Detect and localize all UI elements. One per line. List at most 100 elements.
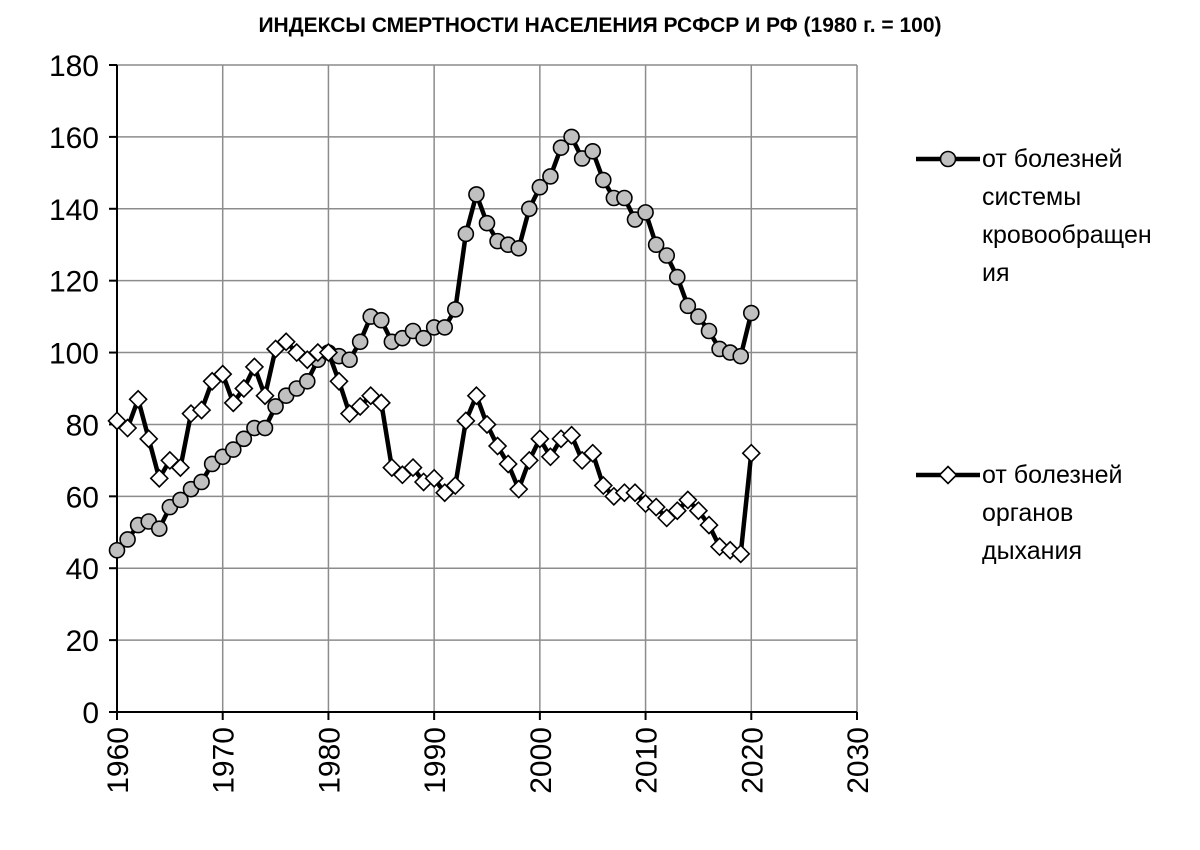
data-point	[119, 531, 136, 548]
data-point	[616, 189, 633, 207]
y-tick-label: 60	[66, 481, 99, 514]
series-respiratory	[107, 332, 761, 564]
data-point	[403, 457, 423, 478]
data-point	[540, 447, 561, 467]
data-point	[193, 473, 210, 491]
data-point	[700, 322, 718, 340]
series-lines	[107, 128, 761, 564]
data-point	[213, 364, 233, 384]
y-tick-label: 140	[49, 194, 99, 227]
data-point	[498, 454, 518, 474]
data-point	[329, 371, 349, 391]
data-point	[372, 311, 390, 329]
data-point	[520, 200, 538, 218]
data-point	[436, 319, 454, 336]
data-point	[139, 429, 159, 449]
y-tick-label: 120	[49, 266, 99, 299]
data-point	[341, 351, 358, 369]
data-point	[552, 139, 570, 156]
data-point	[117, 418, 138, 438]
y-tick-label: 40	[66, 553, 99, 586]
x-tick-label: 2000	[525, 727, 558, 794]
data-point	[255, 386, 275, 406]
data-point	[519, 450, 539, 471]
data-point	[318, 342, 339, 363]
legend-line: системы	[982, 183, 1082, 211]
x-tick-labels: 1960 1970 1980 1990 2000 2010 2020 2030	[102, 727, 875, 794]
data-point	[594, 171, 612, 189]
x-tick-label: 1960	[102, 727, 135, 794]
data-point	[172, 491, 189, 509]
data-point	[530, 429, 550, 449]
legend-line: ия	[982, 259, 1010, 287]
chart-title: ИНДЕКСЫ СМЕРТНОСТИ НАСЕЛЕНИЯ РСФСР И РФ …	[258, 14, 942, 37]
data-point	[679, 297, 697, 315]
data-point	[267, 398, 284, 415]
data-point	[108, 541, 126, 559]
legend-marker	[939, 150, 957, 168]
x-tick-label: 1980	[313, 727, 346, 794]
data-point	[478, 214, 496, 232]
data-point	[563, 128, 580, 146]
data-point	[445, 475, 465, 496]
data-point	[424, 468, 444, 488]
x-tick-label: 1990	[419, 727, 452, 794]
legend-entry-respiratory: от болезней органов дыхания	[912, 456, 1192, 570]
data-point	[510, 240, 528, 257]
y-tick-label: 180	[49, 50, 99, 83]
data-point	[688, 501, 709, 521]
data-point	[234, 378, 254, 399]
data-point	[637, 204, 654, 221]
x-tick-label: 2030	[842, 727, 875, 794]
y-tick-label: 0	[82, 697, 99, 730]
series-circulatory	[108, 128, 760, 559]
legend-line: от болезней	[982, 461, 1123, 489]
data-point	[256, 419, 274, 437]
data-point	[170, 457, 191, 478]
data-point	[678, 490, 698, 510]
data-point	[625, 483, 645, 503]
y-tick-label: 20	[66, 625, 99, 658]
y-tick-label: 100	[49, 338, 99, 371]
y-tick-labels: 0 20 40 60 80 100 120 140 160 180	[49, 50, 99, 730]
data-point	[667, 501, 687, 521]
data-point	[456, 411, 476, 431]
data-point	[223, 393, 243, 413]
data-point	[446, 301, 464, 318]
legend-markers	[916, 150, 980, 485]
data-point	[276, 332, 296, 352]
data-point	[509, 479, 529, 499]
data-point	[149, 468, 169, 488]
data-point	[150, 520, 168, 537]
data-point	[457, 225, 475, 243]
axes	[109, 64, 858, 720]
data-point	[191, 400, 212, 420]
y-tick-label: 160	[49, 122, 99, 155]
data-point	[224, 441, 242, 458]
data-point	[699, 515, 719, 535]
data-point	[415, 329, 432, 347]
legend-line: органов	[982, 499, 1074, 527]
data-point	[732, 347, 750, 365]
data-point	[658, 247, 676, 264]
data-point	[128, 389, 148, 409]
y-tick-label: 80	[66, 409, 99, 442]
data-point	[371, 393, 391, 413]
data-point	[593, 475, 613, 496]
data-point	[466, 386, 487, 406]
data-point	[542, 168, 559, 185]
data-point	[741, 443, 761, 463]
data-point	[668, 268, 686, 286]
data-point	[244, 357, 265, 377]
data-point	[646, 497, 666, 517]
legend-line: дыхания	[982, 537, 1082, 565]
data-point	[351, 333, 369, 351]
data-point	[742, 304, 760, 322]
data-point	[531, 178, 549, 196]
legend-entry-circulatory: от болезней системы кровообращен ия	[912, 140, 1192, 292]
x-tick-label: 2010	[631, 727, 664, 794]
data-point	[690, 308, 707, 325]
data-point	[350, 396, 370, 417]
legend-line: кровообращен	[982, 221, 1152, 249]
data-point	[298, 373, 316, 390]
